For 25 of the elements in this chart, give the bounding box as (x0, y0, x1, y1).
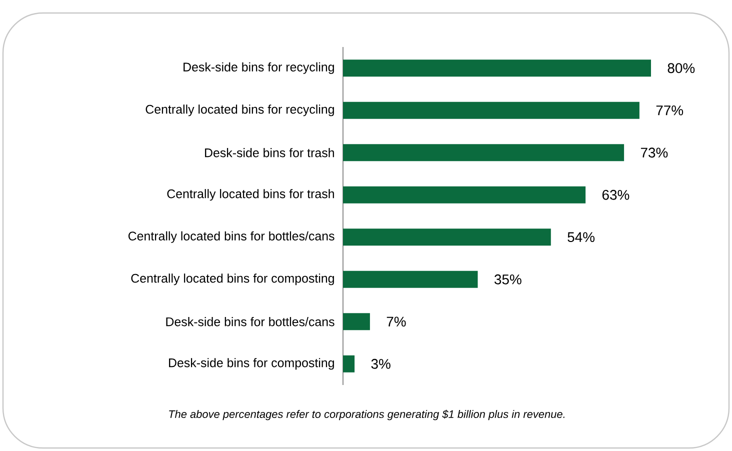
bar (343, 270, 478, 288)
bar (343, 355, 355, 372)
y-tick-label: Centrally located bins for recycling (146, 104, 334, 116)
text: The above percentages refer to corporations generating $1 billion plus in revenue. (169, 410, 564, 420)
bar (343, 186, 586, 204)
data-label: 77% (656, 105, 684, 116)
data-label: 80% (668, 63, 695, 74)
bar (343, 60, 651, 77)
data-label: 73% (640, 148, 668, 158)
y-tick-label: Centrally located bins for bottles/cans (128, 231, 334, 243)
bar (343, 313, 370, 330)
y-tick-label: Centrally located bins for trash (167, 189, 334, 201)
data-label: 3% (371, 358, 390, 369)
y-tick-label: Centrally located bins for composting (131, 274, 334, 286)
data-label: 35% (494, 274, 522, 284)
data-label: 7% (386, 316, 406, 327)
bar (343, 102, 640, 119)
y-tick-label: Desk-side bins for bottles/cans (166, 317, 334, 326)
bar (343, 228, 551, 246)
y-tick-label: Desk-side bins for recycling (184, 62, 334, 74)
bar (343, 144, 624, 162)
y-tick-label: Desk-side bins for composting (169, 358, 334, 370)
data-label: 63% (602, 190, 630, 200)
data-label: 54% (568, 232, 595, 242)
y-tick-label: Desk-side bins for trash (205, 148, 334, 158)
